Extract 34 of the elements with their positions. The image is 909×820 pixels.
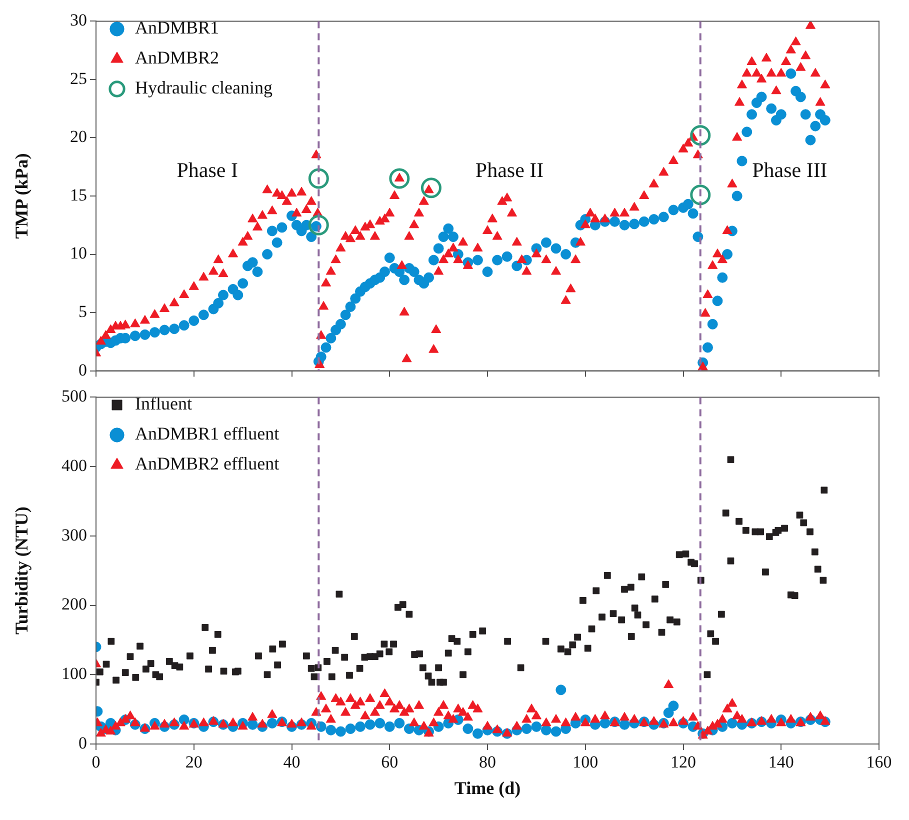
x-tick-label: 0 bbox=[92, 752, 100, 772]
y-tick-label: 20 bbox=[70, 127, 87, 146]
x-tick-label: 160 bbox=[866, 752, 892, 772]
y-tick-label: 400 bbox=[62, 456, 87, 476]
x-tick-label: 60 bbox=[381, 752, 398, 772]
y-tick-label: 0 bbox=[78, 360, 87, 380]
y-tick-label: 30 bbox=[70, 10, 87, 30]
y-tick-label: 100 bbox=[62, 664, 87, 684]
legend-label: AnDMBR1 effluent bbox=[135, 424, 280, 444]
y-tick-label: 15 bbox=[70, 185, 87, 204]
legend-label: AnDMBR2 bbox=[135, 48, 220, 68]
y-tick-label: 300 bbox=[62, 525, 87, 544]
y-axis-title: TMP (kPa) bbox=[11, 153, 32, 239]
legend-label: AnDMBR1 bbox=[135, 18, 220, 38]
legend-label: Influent bbox=[135, 394, 192, 414]
annotation: Phase II bbox=[475, 158, 544, 182]
y-tick-label: 200 bbox=[62, 594, 87, 614]
x-tick-label: 100 bbox=[572, 752, 598, 772]
legend-label: Hydraulic cleaning bbox=[135, 78, 272, 98]
legend-label: AnDMBR2 effluent bbox=[135, 454, 280, 474]
annotation: Phase I bbox=[176, 158, 238, 182]
y-tick-label: 0 bbox=[78, 733, 87, 752]
x-tick-label: 140 bbox=[768, 752, 794, 772]
annotation: Phase III bbox=[752, 158, 828, 182]
x-tick-label: 80 bbox=[479, 752, 496, 772]
x-axis-title: Time (d) bbox=[454, 778, 521, 798]
y-tick-label: 25 bbox=[70, 68, 87, 88]
y-tick-label: 5 bbox=[78, 302, 87, 321]
y-tick-label: 500 bbox=[62, 386, 87, 406]
x-tick-label: 120 bbox=[670, 752, 696, 772]
y-axis-title: Turbidity (NTU) bbox=[11, 506, 32, 635]
x-tick-label: 40 bbox=[283, 752, 300, 772]
x-tick-label: 20 bbox=[185, 752, 202, 772]
y-tick-label: 10 bbox=[70, 244, 87, 263]
